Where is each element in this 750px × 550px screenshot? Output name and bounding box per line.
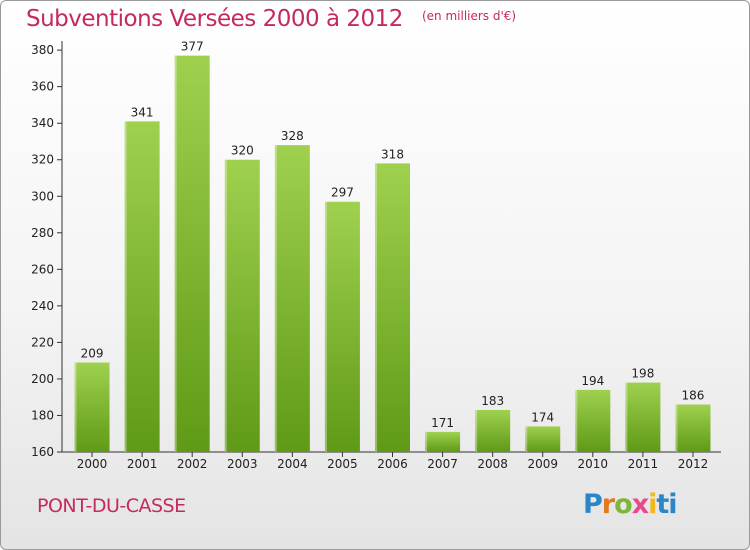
bar-highlight	[124, 121, 127, 452]
logo-letter: r	[601, 489, 615, 520]
bar-value-label: 328	[281, 129, 304, 143]
bar	[224, 159, 260, 452]
logo-letter: o	[614, 489, 633, 520]
x-tick-label: 2003	[227, 457, 258, 471]
x-tick-label: 2010	[578, 457, 609, 471]
bar-highlight	[375, 163, 377, 453]
logo-letter: ti	[656, 489, 677, 520]
bar-value-label: 194	[581, 374, 604, 388]
title-row: Subventions Versées 2000 à 2012 (en mill…	[26, 6, 516, 32]
y-tick-label: 300	[31, 189, 54, 203]
x-tick-label: 2008	[477, 457, 508, 471]
bar-highlight	[425, 431, 428, 452]
chart-unit: (en milliers d'€)	[421, 9, 517, 23]
bar-value-label: 377	[181, 40, 204, 54]
bar	[475, 409, 511, 452]
bar-value-label: 183	[481, 394, 504, 408]
y-tick-label: 240	[31, 299, 54, 313]
x-tick-label: 2002	[177, 457, 208, 471]
proxiti-logo: Proxiti	[583, 489, 678, 520]
y-tick-label: 200	[31, 372, 54, 386]
y-tick-label: 320	[31, 153, 54, 167]
bar-value-label: 171	[431, 416, 454, 430]
bar-value-label: 198	[631, 367, 654, 381]
bar	[274, 145, 310, 452]
bar	[625, 382, 661, 452]
x-tick-label: 2001	[127, 457, 158, 471]
x-tick-label: 2006	[377, 457, 408, 471]
bar-value-label: 297	[331, 186, 354, 200]
bar	[174, 55, 210, 452]
bar-value-label: 186	[682, 389, 705, 403]
y-tick-label: 220	[31, 335, 54, 349]
bar	[74, 362, 110, 452]
y-tick-label: 280	[31, 226, 54, 240]
bar-highlight	[224, 159, 227, 452]
bar-value-label: 174	[531, 410, 554, 424]
commune-name: PONT-DU-CASSE	[37, 495, 186, 517]
bar	[425, 431, 461, 452]
x-tick-label: 2012	[678, 457, 709, 471]
bar	[525, 426, 561, 452]
bar	[375, 163, 410, 453]
y-tick-label: 260	[31, 262, 54, 276]
bar	[324, 201, 360, 452]
bar-highlight	[324, 201, 327, 452]
bar-highlight	[174, 55, 177, 452]
bar-highlight	[274, 145, 277, 452]
x-tick-label: 2011	[628, 457, 659, 471]
x-tick-label: 2007	[427, 457, 458, 471]
bar	[575, 389, 611, 452]
bar	[124, 121, 160, 452]
bar-highlight	[525, 426, 528, 452]
bar-value-label: 320	[231, 144, 254, 158]
chart-title: Subventions Versées 2000 à 2012	[26, 6, 403, 32]
y-tick-label: 180	[31, 408, 54, 422]
x-tick-label: 2004	[277, 457, 308, 471]
x-tick-label: 2000	[77, 457, 108, 471]
logo-letter: x	[631, 489, 649, 520]
y-tick-label: 160	[31, 445, 54, 459]
x-tick-label: 2005	[327, 457, 358, 471]
y-tick-label: 340	[31, 116, 54, 130]
bar-highlight	[575, 389, 578, 452]
bar-highlight	[74, 362, 77, 452]
bar-highlight	[475, 409, 478, 452]
logo-letter: P	[583, 489, 603, 520]
bar-highlight	[675, 404, 678, 452]
bar-value-label: 209	[81, 346, 104, 360]
bar	[675, 404, 711, 452]
y-tick-label: 360	[31, 80, 54, 94]
bar-highlight	[625, 382, 628, 452]
bar-value-label: 341	[131, 105, 154, 119]
x-tick-label: 2009	[527, 457, 558, 471]
y-tick-label: 380	[31, 43, 54, 57]
bar-value-label: 318	[381, 147, 404, 161]
logo-letter: i	[648, 489, 657, 520]
